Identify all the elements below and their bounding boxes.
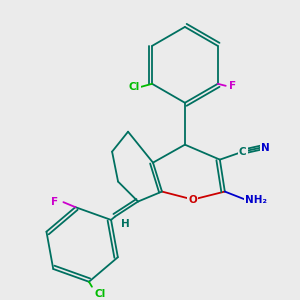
Text: F: F (229, 81, 236, 91)
Text: NH₂: NH₂ (245, 194, 267, 205)
Text: H: H (121, 220, 129, 230)
Text: Cl: Cl (94, 289, 106, 299)
Text: C: C (239, 147, 247, 157)
Text: N: N (261, 143, 270, 153)
Text: F: F (51, 197, 58, 207)
Text: O: O (188, 194, 197, 205)
Text: Cl: Cl (128, 82, 140, 92)
